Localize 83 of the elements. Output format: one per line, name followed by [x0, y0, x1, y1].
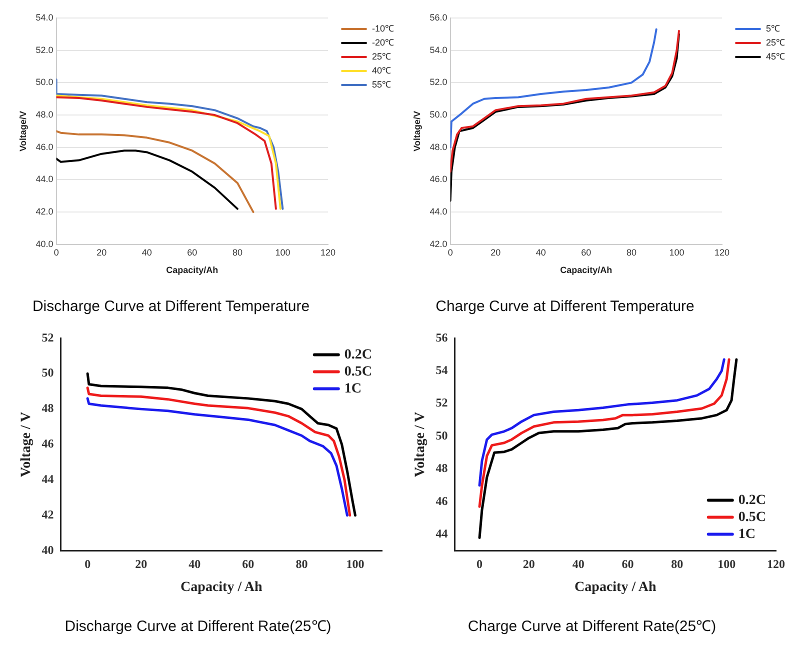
y-tick-label: 52 — [436, 396, 448, 410]
y-tick-label: 46.0 — [430, 174, 448, 184]
x-tick-label: 80 — [232, 247, 242, 258]
x-tick-label: 0 — [476, 557, 483, 572]
y-tick-label: 52 — [42, 330, 54, 344]
legend-label: 0.5C — [738, 510, 766, 525]
y-tick-label: 42.0 — [430, 238, 448, 249]
text: Discharge Curve at Different Rate(25℃) — [64, 618, 332, 636]
x-tick-label: 20 — [522, 557, 535, 572]
y-tick-label: 42 — [42, 507, 54, 522]
y-tick-label: 40 — [42, 542, 54, 557]
y-tick-label: 54.0 — [430, 44, 448, 55]
legend-label: 45℃ — [766, 51, 786, 62]
y-tick-label: 50.0 — [36, 77, 54, 88]
text: Charge Curve at Different Temperature — [436, 298, 694, 316]
y-tick-label: 46.0 — [36, 142, 54, 152]
x-tick-label: 80 — [296, 557, 308, 572]
y-tick-label: 46 — [42, 436, 54, 451]
x-tick-label: 40 — [142, 247, 152, 258]
legend-label: 0.5C — [344, 364, 372, 380]
legend-label: -20℃ — [372, 37, 394, 48]
x-tick-label: 120 — [320, 247, 336, 258]
x-tick-label: 60 — [187, 247, 198, 258]
y-tick-label: 44 — [42, 472, 54, 486]
y-tick-label: 52.0 — [36, 44, 54, 55]
legend-label: 0.2C — [344, 347, 372, 362]
x-tick-label: 20 — [135, 557, 148, 572]
x-tick-label: 40 — [572, 557, 584, 572]
x-tick-label: 40 — [536, 247, 546, 258]
x-tick-label: 100 — [718, 557, 736, 572]
x-tick-label: 100 — [275, 247, 290, 258]
x-axis-title: Capacity / Ah — [180, 580, 262, 596]
y-tick-label: 44.0 — [430, 206, 448, 217]
y-tick-label: 56 — [436, 330, 448, 344]
y-axis-title: Voltage / V — [19, 412, 34, 478]
y-tick-label: 48.0 — [36, 110, 54, 120]
x-axis-title: Capacity/Ah — [560, 265, 612, 276]
y-axis-title: Voltage / V — [413, 412, 428, 478]
legend-label: 25℃ — [766, 37, 786, 48]
y-axis-title: Voltage/V — [412, 111, 422, 152]
x-tick-label: 100 — [669, 247, 684, 258]
legend-label: 5℃ — [766, 23, 780, 34]
y-tick-label: 50.0 — [430, 110, 448, 120]
legend-label: 40℃ — [372, 65, 392, 76]
y-tick-label: 54.0 — [36, 12, 54, 22]
x-tick-label: 80 — [626, 247, 636, 258]
x-tick-label: 20 — [96, 247, 107, 258]
x-tick-label: 20 — [490, 247, 501, 258]
legend-label: 55℃ — [372, 79, 392, 90]
text: Discharge Curve at Different Temperature — [32, 298, 310, 316]
y-tick-label: 44 — [436, 526, 448, 541]
x-tick-label: 60 — [242, 557, 254, 572]
x-axis-title: Capacity / Ah — [574, 580, 656, 596]
legend-label: 25℃ — [372, 51, 392, 62]
y-tick-label: 48.0 — [430, 142, 448, 152]
y-tick-label: 52.0 — [430, 77, 448, 88]
x-tick-label: 120 — [767, 557, 785, 572]
y-tick-label: 42.0 — [36, 206, 54, 217]
legend-label: 1C — [344, 381, 362, 396]
x-tick-label: 80 — [671, 557, 684, 572]
x-tick-label: 40 — [188, 557, 201, 572]
x-tick-label: 100 — [346, 557, 364, 572]
y-axis-title: Voltage/V — [18, 111, 28, 152]
x-tick-label: 0 — [54, 247, 59, 258]
y-tick-label: 56.0 — [430, 12, 448, 22]
x-axis-title: Capacity/Ah — [166, 265, 218, 276]
y-tick-label: 48 — [436, 461, 448, 476]
x-tick-label: 60 — [581, 247, 592, 258]
legend-label: 0.2C — [738, 492, 766, 508]
y-tick-label: 44.0 — [36, 174, 54, 184]
legend-label: 1C — [738, 526, 756, 542]
legend-label: -10℃ — [372, 23, 394, 34]
x-tick-label: 60 — [622, 557, 634, 572]
y-tick-label: 48 — [42, 401, 54, 416]
y-tick-label: 50 — [42, 366, 54, 380]
y-tick-label: 54 — [436, 363, 448, 377]
text: Charge Curve at Different Rate(25℃) — [468, 618, 716, 636]
y-tick-label: 50 — [436, 428, 448, 442]
y-tick-label: 46 — [436, 494, 448, 508]
x-tick-label: 0 — [84, 557, 91, 572]
x-tick-label: 0 — [448, 247, 453, 258]
x-tick-label: 120 — [714, 247, 730, 258]
y-tick-label: 40.0 — [36, 238, 54, 249]
